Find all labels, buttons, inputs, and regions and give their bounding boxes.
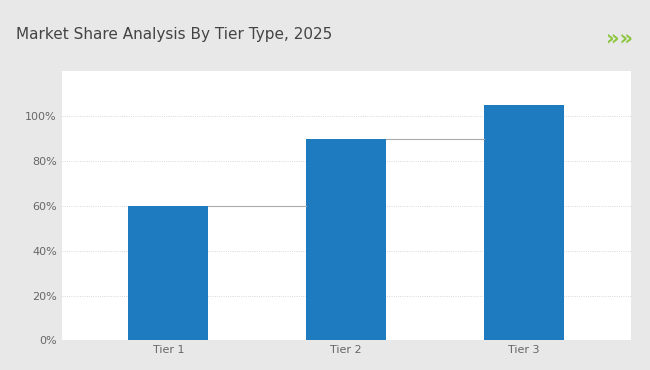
Bar xyxy=(484,105,564,340)
Text: Market Share Analysis By Tier Type, 2025: Market Share Analysis By Tier Type, 2025 xyxy=(16,27,332,42)
Bar xyxy=(306,139,386,340)
Bar xyxy=(129,206,209,340)
Text: »»: »» xyxy=(606,28,632,48)
